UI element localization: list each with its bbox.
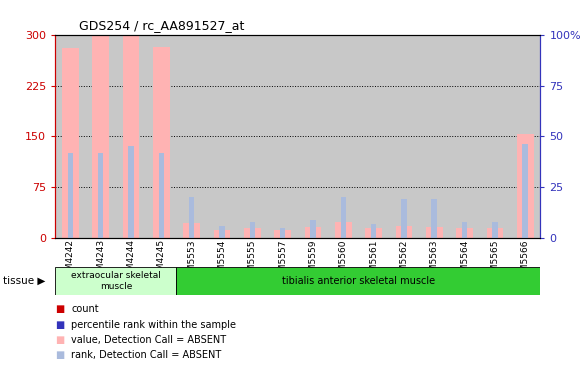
Text: tibialis anterior skeletal muscle: tibialis anterior skeletal muscle — [282, 276, 435, 286]
Bar — [207, 35, 237, 238]
Text: ■: ■ — [55, 304, 64, 314]
Bar — [128, 146, 134, 238]
Bar — [426, 227, 443, 238]
Text: ■: ■ — [55, 335, 64, 345]
Bar — [183, 223, 200, 238]
Bar — [92, 35, 109, 238]
Bar — [280, 228, 285, 238]
Text: count: count — [71, 304, 99, 314]
Bar — [358, 35, 389, 238]
Bar — [274, 230, 291, 238]
Bar — [522, 145, 528, 238]
Bar — [297, 35, 328, 238]
Bar — [396, 226, 413, 238]
Bar — [116, 35, 146, 238]
Bar — [177, 267, 540, 295]
Bar — [304, 227, 321, 238]
Bar — [62, 48, 78, 238]
Bar — [85, 35, 116, 238]
Bar — [486, 228, 503, 238]
Bar — [480, 35, 510, 238]
Text: rank, Detection Call = ABSENT: rank, Detection Call = ABSENT — [71, 350, 222, 361]
Bar — [244, 228, 261, 238]
Bar — [153, 47, 170, 238]
Text: tissue ▶: tissue ▶ — [3, 276, 45, 286]
Text: GDS254 / rc_AA891527_at: GDS254 / rc_AA891527_at — [80, 19, 245, 32]
Bar — [310, 220, 315, 238]
Bar — [177, 35, 207, 238]
Bar — [371, 224, 376, 238]
Bar — [237, 35, 267, 238]
Bar — [189, 197, 195, 238]
Text: percentile rank within the sample: percentile rank within the sample — [71, 320, 236, 330]
Text: ■: ■ — [55, 350, 64, 361]
Bar — [432, 199, 437, 238]
Text: extraocular skeletal
muscle: extraocular skeletal muscle — [71, 271, 161, 291]
Bar — [328, 35, 358, 238]
Text: ■: ■ — [55, 320, 64, 330]
Bar — [98, 153, 103, 238]
Bar — [419, 35, 449, 238]
Bar — [449, 35, 480, 238]
Bar — [250, 222, 255, 238]
Bar — [510, 35, 540, 238]
Bar — [55, 35, 85, 238]
Bar — [401, 199, 407, 238]
Bar — [340, 197, 346, 238]
Bar — [55, 267, 177, 295]
Bar — [219, 226, 225, 238]
Bar — [462, 222, 467, 238]
Text: value, Detection Call = ABSENT: value, Detection Call = ABSENT — [71, 335, 227, 345]
Bar — [389, 35, 419, 238]
Bar — [214, 230, 230, 238]
Bar — [146, 35, 177, 238]
Bar — [67, 153, 73, 238]
Bar — [365, 228, 382, 238]
Bar — [267, 35, 297, 238]
Bar — [517, 134, 533, 238]
Bar — [456, 228, 473, 238]
Bar — [492, 222, 497, 238]
Bar — [159, 153, 164, 238]
Bar — [335, 222, 352, 238]
Bar — [123, 35, 139, 238]
